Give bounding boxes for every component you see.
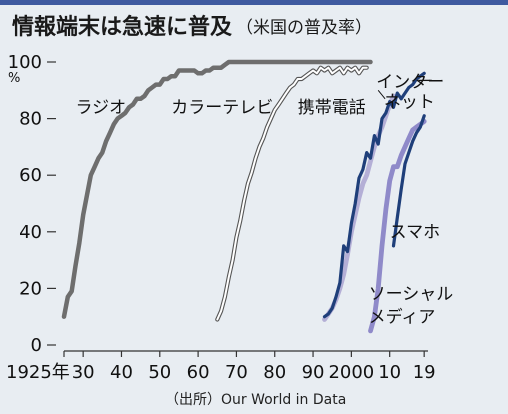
series-line-path: [322, 71, 426, 319]
x-tick-label: 40: [110, 362, 133, 383]
y-tick-label: 40: [19, 222, 42, 243]
y-tick-label: 0: [31, 335, 42, 356]
x-tick-label: 90: [302, 362, 325, 383]
series-line-path: [61, 59, 373, 319]
x-tick-label: 60: [187, 362, 210, 383]
series-line: [368, 119, 427, 334]
x-tick-label: 19: [413, 362, 436, 383]
x-tick-label: 1925年: [6, 362, 70, 383]
series-line-inner: [216, 66, 368, 321]
series-layer: [61, 59, 427, 334]
series-label: 携帯電話: [298, 98, 366, 118]
series-line: [215, 65, 369, 322]
series-label: カラーテレビ: [171, 98, 273, 118]
y-unit: %: [8, 71, 20, 86]
x-tick-label: 30: [72, 362, 95, 383]
series-label: ラジオ: [75, 98, 126, 118]
series-line-path: [368, 119, 427, 334]
series-line: [61, 59, 373, 319]
series-label: メディア: [369, 306, 436, 327]
series-label: ネット: [384, 92, 435, 112]
internet-label-leader: [377, 89, 386, 100]
y-tick-label: 100: [8, 52, 42, 73]
series-line: [391, 114, 426, 248]
axis-layer: 0 20 40 60 80 100 1925年 30 40 50 60 70 80 90 2000 10 19: [6, 52, 436, 383]
chart-title: 情報端末は急速に普及: [12, 14, 233, 40]
top-accent-bar: [0, 0, 508, 5]
y-tick-label: 60: [19, 165, 42, 186]
x-tick-label: 70: [225, 362, 248, 383]
series-label: ソーシャル: [369, 285, 454, 305]
x-tick-label: 50: [148, 362, 171, 383]
y-tick-label: 80: [19, 109, 42, 130]
series-line: [322, 71, 426, 319]
y-tick-label: 20: [19, 278, 42, 299]
series-label: スマホ: [390, 222, 441, 242]
chart-subtitle: （米国の普及率）: [236, 18, 372, 38]
source-note: （出所）Our World in Data: [165, 392, 346, 408]
x-tick-label: 10: [378, 362, 401, 383]
series-label: インター: [376, 72, 444, 92]
x-tick-label: 80: [263, 362, 286, 383]
x-tick-label: 2000: [328, 362, 374, 383]
series-line-path: [391, 114, 426, 248]
